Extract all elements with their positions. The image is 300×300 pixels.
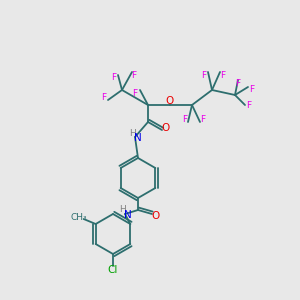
Text: F: F — [111, 73, 117, 82]
Text: O: O — [151, 211, 159, 221]
Text: F: F — [131, 70, 136, 80]
Text: N: N — [124, 210, 132, 220]
Text: F: F — [236, 80, 241, 88]
Text: O: O — [166, 96, 174, 106]
Text: F: F — [101, 94, 106, 103]
Text: H: H — [130, 128, 136, 137]
Text: F: F — [220, 70, 226, 80]
Text: H: H — [118, 206, 125, 214]
Text: Cl: Cl — [108, 265, 118, 275]
Text: F: F — [201, 70, 207, 80]
Text: F: F — [182, 116, 188, 124]
Text: O: O — [161, 123, 169, 133]
Text: F: F — [132, 88, 138, 98]
Text: F: F — [200, 116, 206, 124]
Text: CH₃: CH₃ — [70, 212, 87, 221]
Text: F: F — [249, 85, 255, 94]
Text: N: N — [134, 133, 142, 143]
Text: F: F — [246, 100, 252, 109]
